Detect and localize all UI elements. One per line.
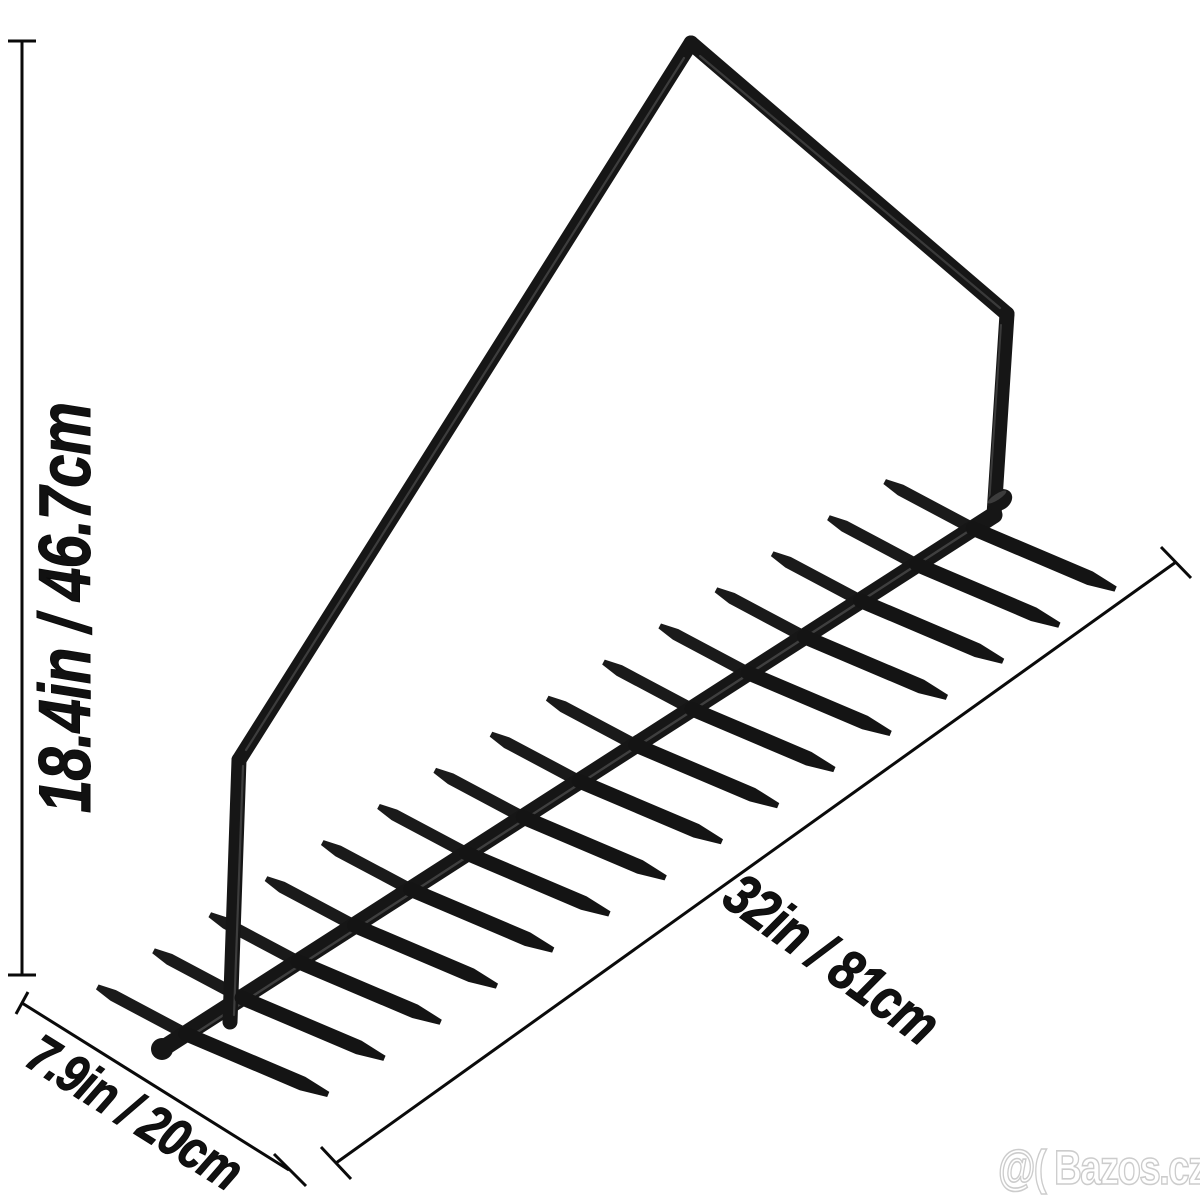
svg-text:18.4in / 46.7cm: 18.4in / 46.7cm <box>25 403 106 813</box>
svg-text:@( Bazos.cz: @( Bazos.cz <box>998 1142 1200 1195</box>
